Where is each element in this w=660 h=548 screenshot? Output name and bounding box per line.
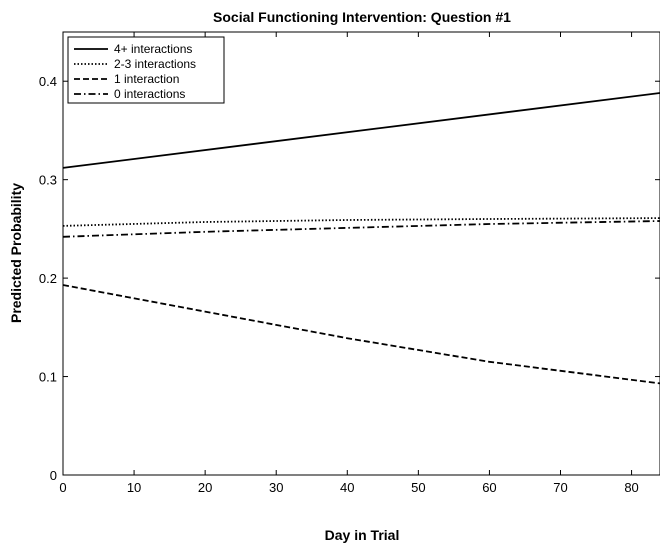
legend-label: 2-3 interactions (114, 57, 196, 71)
y-tick-label: 0.3 (39, 173, 57, 188)
legend-label: 1 interaction (114, 72, 179, 86)
y-tick-label: 0.4 (39, 74, 57, 89)
series-line-2 (62, 284, 660, 385)
x-tick-label: 40 (340, 480, 354, 495)
y-tick-label: 0.2 (39, 271, 57, 286)
x-tick-label: 20 (198, 480, 212, 495)
series-line-3 (62, 220, 660, 238)
x-tick-label: 60 (482, 480, 496, 495)
x-axis-label: Day in Trial (325, 527, 400, 543)
legend-label: 0 interactions (114, 87, 185, 101)
y-axis-label: Predicted Probability (8, 183, 24, 323)
series-line-0 (62, 92, 660, 169)
plot-frame (62, 31, 660, 476)
legend-label: 4+ interactions (114, 42, 192, 56)
chart-title: Social Functioning Intervention: Questio… (213, 9, 511, 25)
x-tick-label: 30 (269, 480, 283, 495)
x-tick-label: 80 (624, 480, 638, 495)
legend-box (67, 36, 225, 104)
x-tick-label: 50 (411, 480, 425, 495)
series-lines (62, 92, 660, 385)
y-tick-label: 0.1 (39, 370, 57, 385)
axis-ticks: 0 10 20 30 40 50 60 70 80 0 0.1 0.2 0.3 0.4 (39, 32, 660, 495)
x-tick-label: 0 (59, 480, 66, 495)
x-tick-label: 70 (553, 480, 567, 495)
series-line-1 (62, 217, 660, 227)
y-tick-label: 0 (50, 468, 57, 483)
x-tick-label: 10 (127, 480, 141, 495)
